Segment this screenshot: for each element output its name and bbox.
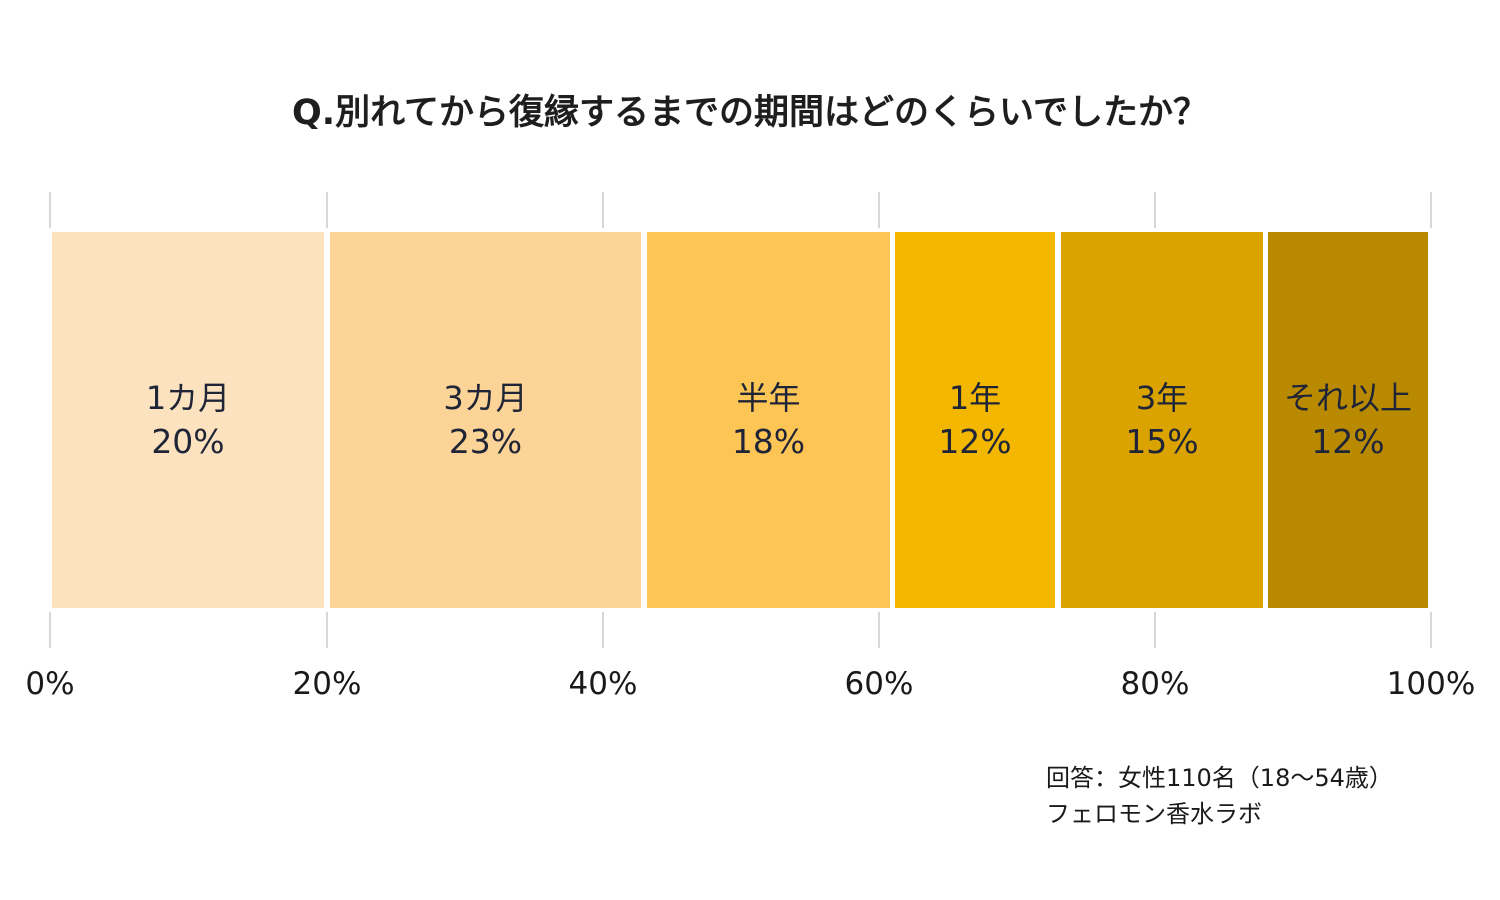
segment-value: 12% [938, 422, 1012, 461]
x-tick-60: 60% [844, 666, 914, 702]
segment-label: 3カ月 [443, 379, 528, 417]
gridline-bottom-100 [1430, 612, 1432, 648]
bar-segment-1-month: 1カ月 20% [52, 232, 324, 608]
chart-title: Q.別れてから復縁するまでの期間はどのくらいでしたか？ [292, 93, 1208, 133]
gridline-bottom-0 [49, 612, 51, 648]
source-note: フェロモン香水ラボ [1046, 800, 1262, 828]
x-tick-80: 80% [1120, 666, 1190, 702]
gridline-top-20 [326, 192, 328, 228]
bar-segment-half-year: 半年 18% [647, 232, 890, 608]
x-tick-0: 0% [25, 666, 75, 702]
gridline-top-100 [1430, 192, 1432, 228]
segment-value: 20% [151, 422, 225, 461]
gridline-top-40 [602, 192, 604, 228]
segment-label: 1年 [948, 379, 1002, 417]
segment-label: 3年 [1135, 379, 1189, 417]
gridline-bottom-60 [878, 612, 880, 648]
segment-label: 1カ月 [145, 379, 231, 417]
gridline-top-0 [49, 192, 51, 228]
respondents-note: 回答：女性110名（18〜54歳） [1046, 764, 1393, 792]
segment-label: それ以上 [1283, 379, 1412, 417]
x-tick-40: 40% [568, 666, 638, 702]
x-tick-100: 100% [1386, 666, 1476, 702]
bar-segment-longer: それ以上 12% [1268, 232, 1428, 608]
x-tick-20: 20% [292, 666, 362, 702]
gridline-top-60 [878, 192, 880, 228]
segment-value: 12% [1311, 422, 1385, 461]
gridline-bottom-80 [1154, 612, 1156, 648]
gridline-bottom-40 [602, 612, 604, 648]
segment-value: 23% [448, 422, 523, 461]
bar-segment-3-months: 3カ月 23% [330, 232, 641, 608]
segment-value: 15% [1125, 422, 1199, 461]
gridline-bottom-20 [326, 612, 328, 648]
bar-segment-3-years: 3年 15% [1061, 232, 1263, 608]
segment-value: 18% [731, 422, 806, 461]
bar-segment-1-year: 1年 12% [895, 232, 1055, 608]
segment-label: 半年 [736, 379, 801, 417]
gridline-top-80 [1154, 192, 1156, 228]
